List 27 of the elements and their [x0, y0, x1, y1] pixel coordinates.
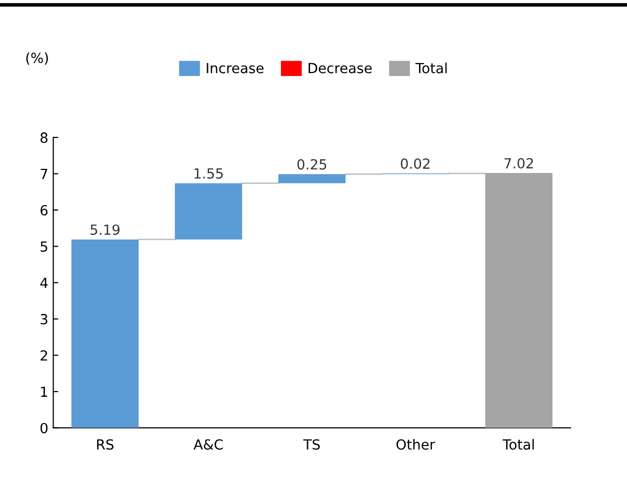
y-tick-label: 6: [40, 205, 48, 216]
data-label: 0.02: [400, 158, 430, 169]
y-axis-title: (%): [26, 52, 48, 65]
bar: [278, 174, 346, 184]
bar: [485, 173, 552, 428]
legend-label: Total: [415, 62, 447, 74]
data-label: 0.25: [297, 159, 326, 170]
x-tick-label: TS: [303, 439, 320, 450]
y-tick-label: 3: [40, 314, 48, 324]
y-tick-label: 4: [40, 278, 48, 288]
legend-label: Increase: [206, 62, 264, 74]
y-tick-label: 1: [41, 386, 48, 397]
data-label: 5.19: [90, 224, 120, 235]
y-tick-label: 8: [40, 132, 48, 143]
y-tick-label: 5: [40, 242, 48, 252]
x-tick-label: RS: [97, 439, 114, 450]
data-label: 7.02: [504, 158, 533, 169]
x-tick-label: Total: [502, 438, 534, 450]
data-label: 1.55: [194, 168, 223, 179]
y-tick-label: 7: [40, 168, 48, 180]
x-tick-label: Other: [396, 438, 436, 450]
x-tick-label: A&C: [194, 439, 223, 450]
bar: [71, 239, 139, 428]
y-tick-label: 0: [40, 422, 48, 434]
bar: [174, 183, 242, 240]
legend-label: Decrease: [308, 62, 372, 74]
y-tick-label: 2: [40, 350, 48, 361]
